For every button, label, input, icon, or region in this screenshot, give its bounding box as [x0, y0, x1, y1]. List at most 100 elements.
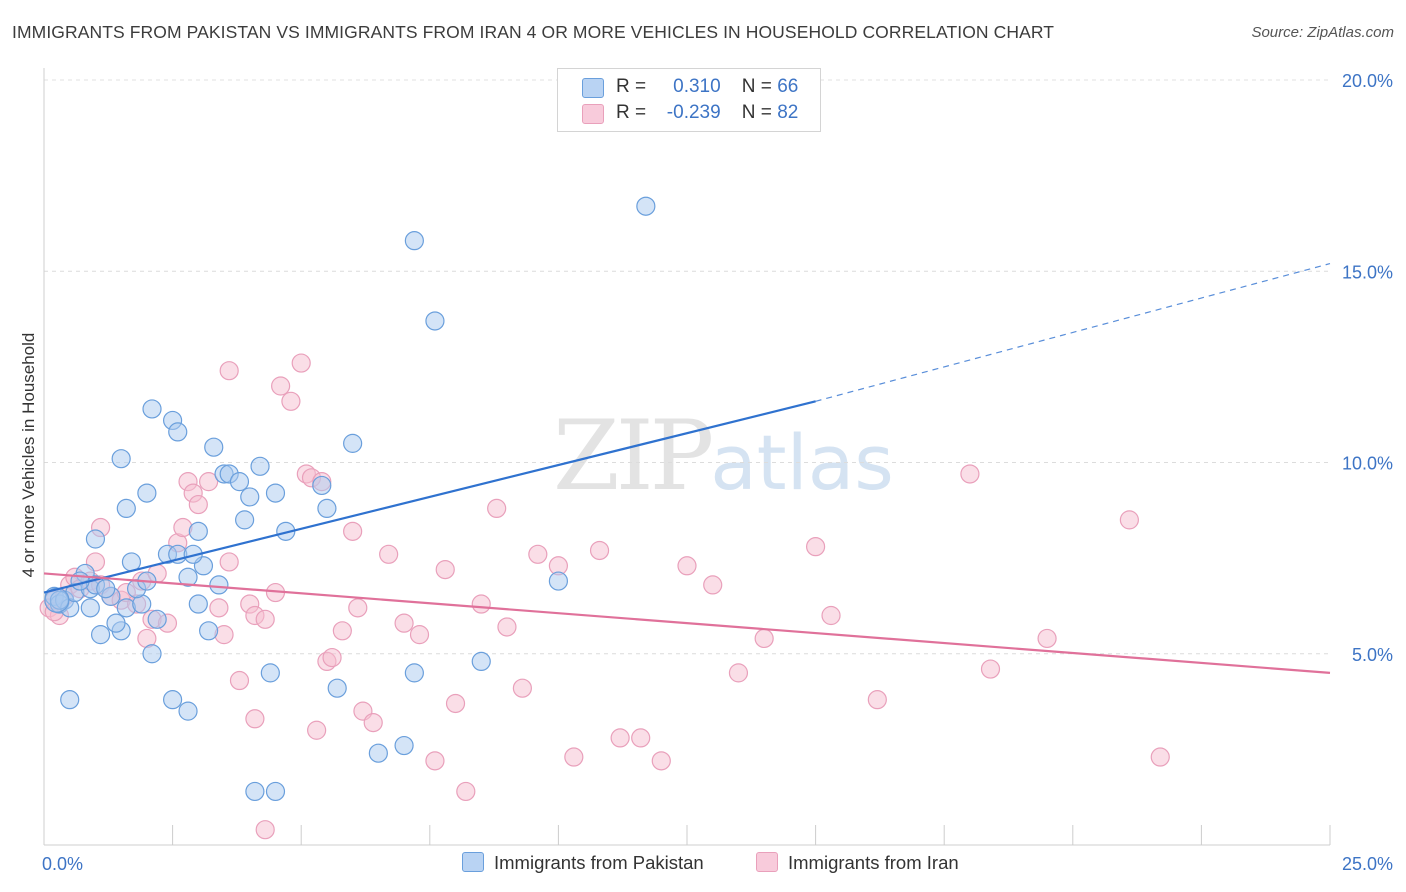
- pakistan-point: [327, 678, 347, 698]
- iran-point: [754, 628, 774, 649]
- iran-point: [245, 709, 265, 729]
- iran-point: [960, 464, 980, 484]
- iran-point: [435, 559, 455, 580]
- iran-point: [1150, 747, 1170, 767]
- pakistan-trend-extension: [815, 263, 1331, 402]
- iran-point: [651, 751, 671, 771]
- iran-point: [271, 376, 291, 396]
- iran-point: [394, 613, 414, 633]
- iran-point: [980, 659, 1001, 679]
- iran-point: [255, 609, 275, 629]
- pakistan-point: [168, 422, 188, 442]
- iran-point: [487, 498, 507, 518]
- iran-point: [821, 605, 841, 626]
- iran-point: [255, 820, 275, 840]
- pakistan-point: [90, 625, 111, 645]
- pakistan-point: [245, 781, 265, 802]
- pakistan-point: [106, 613, 126, 633]
- iran-point: [188, 494, 208, 515]
- iran-point: [564, 747, 584, 767]
- y-tick-label: 15.0%: [1342, 262, 1393, 282]
- iran-point: [867, 690, 887, 710]
- legend-n-value: 66: [777, 76, 799, 97]
- chart-source: Source: ZipAtlas.com: [1251, 24, 1394, 41]
- legend-r-label: R =: [616, 102, 647, 123]
- pakistan-point: [404, 231, 424, 251]
- chart-title: IMMIGRANTS FROM PAKISTAN VS IMMIGRANTS F…: [12, 22, 1055, 42]
- legend-n-value: 82: [777, 102, 799, 123]
- iran-point: [512, 678, 532, 698]
- pakistan-point: [204, 437, 224, 457]
- pakistan-point: [116, 498, 136, 518]
- iran-point: [1037, 628, 1057, 649]
- bottom-legend-swatch-iran: [756, 852, 778, 872]
- pakistan-point: [312, 475, 332, 496]
- iran-point: [528, 544, 548, 564]
- pakistan-point: [111, 449, 131, 469]
- pakistan-point: [137, 483, 157, 503]
- pakistan-point: [147, 609, 167, 629]
- pakistan-point: [425, 311, 445, 331]
- pakistan-point: [240, 487, 260, 507]
- iran-point: [229, 670, 250, 691]
- iran-point: [677, 556, 697, 576]
- iran-point: [610, 728, 630, 748]
- iran-point: [379, 544, 399, 564]
- legend-swatch-iran: [582, 104, 604, 124]
- bottom-legend-label-pakistan: Immigrants from Pakistan: [494, 852, 704, 873]
- iran-point: [291, 353, 311, 373]
- x-tick-label: 0.0%: [42, 854, 83, 874]
- bottom-legend-iran: Immigrants from Iran: [756, 852, 959, 874]
- iran-point: [589, 540, 610, 561]
- y-tick-label: 5.0%: [1352, 645, 1393, 665]
- iran-point: [332, 621, 352, 641]
- bottom-legend-pakistan: Immigrants from Pakistan: [462, 852, 704, 874]
- legend-r-value: -0.239: [666, 102, 721, 123]
- y-tick-label: 20.0%: [1342, 71, 1393, 91]
- pakistan-point: [142, 644, 162, 664]
- iran-point: [219, 361, 239, 381]
- trend-lines: [43, 263, 1331, 674]
- pakistan-point: [471, 651, 491, 672]
- axis-labels: 5.0% 10.0% 15.0% 20.0% 0.0% 25.0% 4 or more Ve…: [19, 71, 1393, 874]
- iran-point: [631, 728, 651, 748]
- pakistan-point: [636, 196, 656, 216]
- pakistan-point-cluster: [44, 587, 70, 613]
- iran-point: [805, 537, 826, 557]
- iran-point: [1119, 510, 1139, 530]
- y-tick-label: 10.0%: [1342, 454, 1393, 474]
- pakistan-point: [343, 433, 363, 453]
- legend-r-label: R =: [616, 76, 647, 97]
- pakistan-point: [368, 743, 388, 763]
- iran-point: [445, 693, 466, 714]
- iran-point: [471, 594, 491, 614]
- pakistan-point: [265, 781, 286, 802]
- iran-point: [425, 751, 445, 771]
- legend-n-label: N =: [741, 76, 772, 97]
- pakistan-point: [142, 399, 162, 419]
- pakistan-point: [199, 621, 219, 641]
- pakistan-point: [548, 571, 569, 591]
- bottom-legend-swatch-pakistan: [462, 852, 484, 872]
- correlation-legend: R = 0.310 N = 66 R = -0.239 N = 82: [557, 68, 821, 132]
- pakistan-point: [265, 483, 286, 503]
- pakistan-point: [178, 567, 198, 587]
- iran-point: [703, 575, 723, 595]
- iran-point: [219, 552, 239, 572]
- iran-points: [39, 353, 1170, 840]
- pakistan-point: [163, 690, 183, 710]
- iran-point: [343, 521, 363, 541]
- y-axis-title: 4 or more Vehicles in Household: [19, 333, 38, 578]
- iran-point: [456, 781, 476, 802]
- pakistan-point: [96, 579, 116, 599]
- watermark-zip: ZIP: [553, 400, 714, 512]
- pakistan-point: [260, 663, 280, 683]
- legend-r-value: 0.310: [673, 76, 721, 97]
- iran-point: [348, 598, 368, 618]
- pakistan-point: [188, 521, 208, 541]
- iran-point: [307, 720, 327, 740]
- pakistan-point: [235, 510, 255, 530]
- iran-point: [281, 391, 301, 411]
- pakistan-point: [404, 663, 424, 683]
- iran-point: [209, 598, 229, 618]
